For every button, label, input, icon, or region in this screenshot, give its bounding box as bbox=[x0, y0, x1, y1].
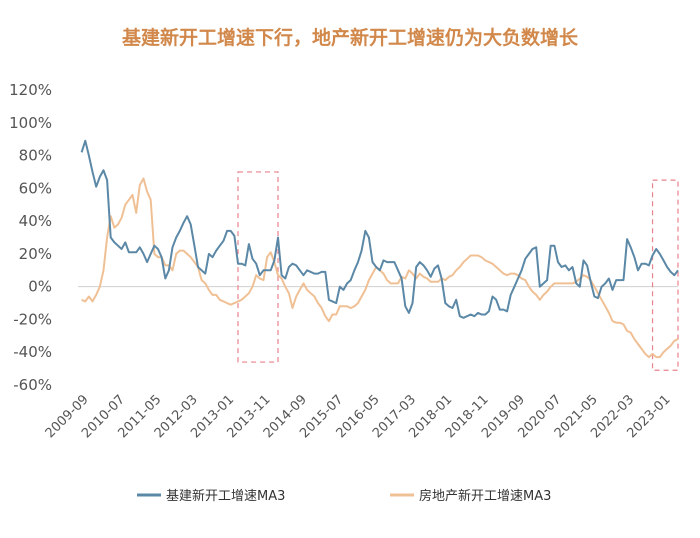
y-tick-label: 100% bbox=[9, 114, 52, 132]
y-tick-label: -20% bbox=[13, 310, 52, 328]
x-axis: 2009-092010-072011-052012-032013-012013-… bbox=[43, 392, 674, 441]
y-tick-label: -60% bbox=[13, 376, 52, 394]
y-tick-label: 60% bbox=[19, 179, 52, 197]
legend-label-infrastructure: 基建新开工增速MA3 bbox=[166, 488, 285, 504]
y-tick-label: 80% bbox=[19, 147, 52, 165]
series-line-infrastructure bbox=[80, 139, 679, 319]
legend-label-real-estate: 房地产新开工增速MA3 bbox=[419, 488, 551, 504]
legend: 基建新开工增速MA3 房地产新开工增速MA3 bbox=[137, 488, 551, 504]
highlight-box bbox=[237, 171, 279, 363]
y-tick-label: 20% bbox=[19, 245, 52, 263]
y-tick-label: 40% bbox=[19, 212, 52, 230]
highlight-box bbox=[651, 179, 679, 371]
chart-title: 基建新开工增速下行，地产新开工增速仍为大负数增长 bbox=[121, 26, 579, 49]
highlight-boxes bbox=[237, 171, 679, 371]
y-axis: 120% 100% 80% 60% 40% 20% 0% -20% -40% -60% bbox=[9, 81, 52, 394]
y-tick-label: -40% bbox=[13, 343, 52, 361]
y-tick-label: 120% bbox=[9, 81, 52, 99]
series-lines bbox=[80, 139, 679, 359]
y-tick-label: 0% bbox=[28, 278, 52, 296]
